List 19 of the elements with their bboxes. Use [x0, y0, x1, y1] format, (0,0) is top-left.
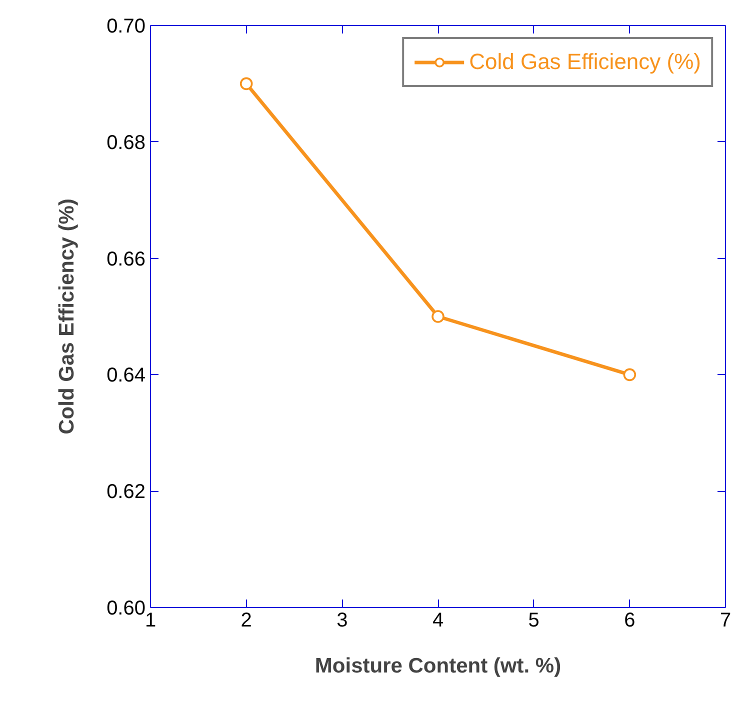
y-tick-label: 0.68 [106, 132, 146, 154]
x-tick-label: 4 [432, 610, 444, 632]
x-tick-label: 6 [624, 610, 636, 632]
x-tick-label: 1 [144, 610, 156, 632]
y-tick-label: 0.60 [106, 598, 146, 620]
x-axis-title: Moisture Content (wt. %) [314, 654, 562, 678]
y-axis-title: Cold Gas Efficiency (%) [56, 198, 79, 434]
x-tick-label: 3 [336, 610, 348, 632]
point [432, 310, 444, 323]
legend-label: Cold Gas Efficiency (%) [469, 49, 701, 75]
y-tick-label: 0.64 [106, 364, 146, 387]
x-tick-label: 5 [528, 610, 540, 632]
point [240, 77, 253, 90]
y-tick-label: 0.62 [106, 481, 146, 504]
y-tick-label: 0.70 [106, 16, 146, 38]
y-tick-label: 0.66 [106, 248, 146, 270]
x-tick-label: 2 [240, 610, 252, 632]
point [623, 368, 636, 382]
x-tick-label: 7 [720, 610, 732, 632]
